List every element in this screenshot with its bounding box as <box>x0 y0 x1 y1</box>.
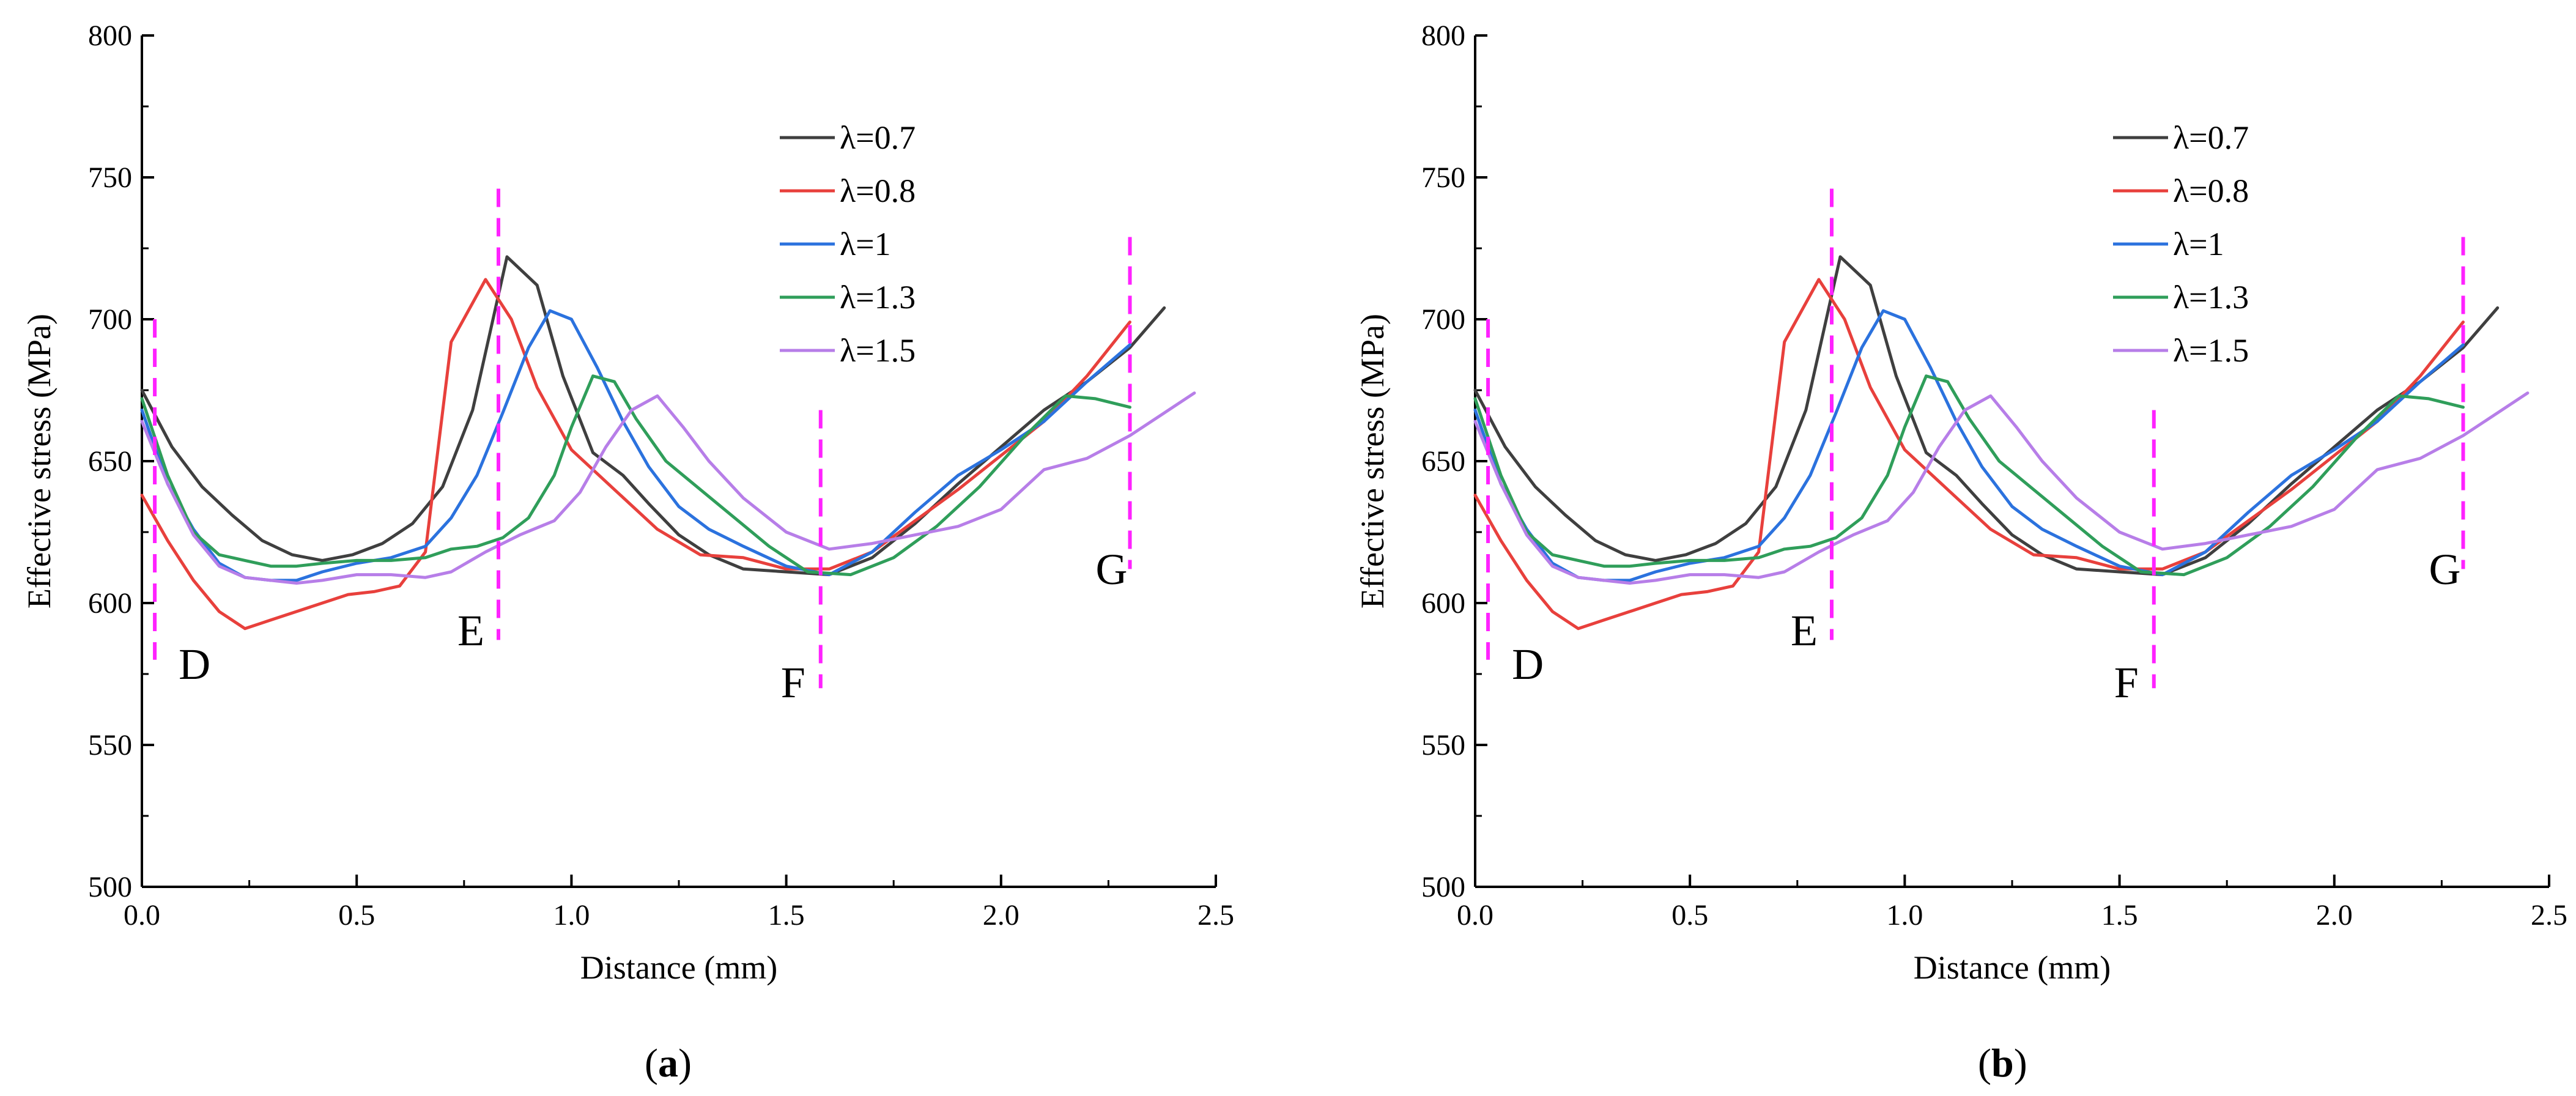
y-tick-label: 600 <box>1421 587 1465 620</box>
region-label-e: E <box>1791 606 1818 655</box>
x-tick-label: 2.0 <box>2316 899 2353 931</box>
x-tick-label: 1.5 <box>2101 899 2138 931</box>
y-tick-label: 650 <box>1421 445 1465 478</box>
x-tick-label: 2.5 <box>2531 899 2567 931</box>
series-line-1 <box>140 255 1166 577</box>
legend-entry-3: λ=1 <box>2173 226 2224 262</box>
y-axis-title: Effective stress (MPa) <box>1354 314 1391 609</box>
panel-letter: b <box>1991 1041 2014 1086</box>
series-line-1 <box>1473 255 2500 577</box>
legend-entry-1: λ=0.7 <box>840 119 916 156</box>
legend-entry-1: λ=0.7 <box>2173 119 2249 156</box>
y-tick-label: 600 <box>88 587 132 620</box>
series-line-3 <box>1473 309 2465 582</box>
series-line-2 <box>1473 278 2465 631</box>
y-tick-label: 550 <box>1421 729 1465 761</box>
y-tick-label: 800 <box>1421 20 1465 52</box>
x-tick-label: 2.5 <box>1197 899 1234 931</box>
chart-panel-a: 0.0 0.5 1.0 1.5 2.0 2.5 500 550 600 650 700 750 800 D… <box>21 20 1234 1086</box>
y-tick-label: 700 <box>88 303 132 336</box>
y-tick-label: 500 <box>1421 871 1465 903</box>
x-tick-label: 0.0 <box>1457 899 1493 931</box>
x-tick-label: 1.0 <box>1886 899 1923 931</box>
y-tick-label: 750 <box>1421 161 1465 194</box>
region-label-d: D <box>1512 640 1544 689</box>
legend-entry-5: λ=1.5 <box>2173 332 2249 369</box>
region-label-d: D <box>179 640 210 689</box>
legend-entry-4: λ=1.3 <box>840 279 916 316</box>
chart-panel-b: 0.0 0.5 1.0 1.5 2.0 2.5 500 550 600 650 700 750 800 D… <box>1354 20 2567 1086</box>
x-tick-label: 1.5 <box>768 899 805 931</box>
region-label-g: G <box>1096 545 1128 594</box>
legend-entry-3: λ=1 <box>840 226 891 262</box>
region-label-g: G <box>2429 545 2461 594</box>
panel-letter: a <box>658 1041 678 1086</box>
series-line-5 <box>140 391 1196 585</box>
y-tick-label: 550 <box>88 729 132 761</box>
y-tick-label: 500 <box>88 871 132 903</box>
series-line-3 <box>140 309 1131 582</box>
x-tick-label: 0.5 <box>338 899 375 931</box>
legend-entry-2: λ=0.8 <box>840 172 916 209</box>
y-tick-label: 700 <box>1421 303 1465 336</box>
series-line-4 <box>1473 374 2465 577</box>
x-tick-label: 2.0 <box>983 899 1020 931</box>
x-tick-label: 1.0 <box>553 899 590 931</box>
y-tick-label: 750 <box>88 161 132 194</box>
series-line-2 <box>140 278 1131 631</box>
series-line-5 <box>1473 391 2530 585</box>
legend-entry-4: λ=1.3 <box>2173 279 2249 316</box>
y-tick-label: 800 <box>88 20 132 52</box>
panel-label: (b) <box>1978 1041 2027 1086</box>
x-axis-title: Distance (mm) <box>1914 949 2111 986</box>
panel-label: (a) <box>645 1041 692 1086</box>
legend-entry-2: λ=0.8 <box>2173 172 2249 209</box>
region-label-f: F <box>2114 658 2139 707</box>
legend-entry-5: λ=1.5 <box>840 332 916 369</box>
region-label-f: F <box>781 658 805 707</box>
x-axis-title: Distance (mm) <box>580 949 777 986</box>
y-axis-title: Effective stress (MPa) <box>21 314 57 609</box>
series-line-4 <box>140 374 1131 577</box>
y-tick-label: 650 <box>88 445 132 478</box>
x-tick-label: 0.5 <box>1671 899 1708 931</box>
x-tick-label: 0.0 <box>124 899 160 931</box>
region-label-e: E <box>457 606 484 655</box>
